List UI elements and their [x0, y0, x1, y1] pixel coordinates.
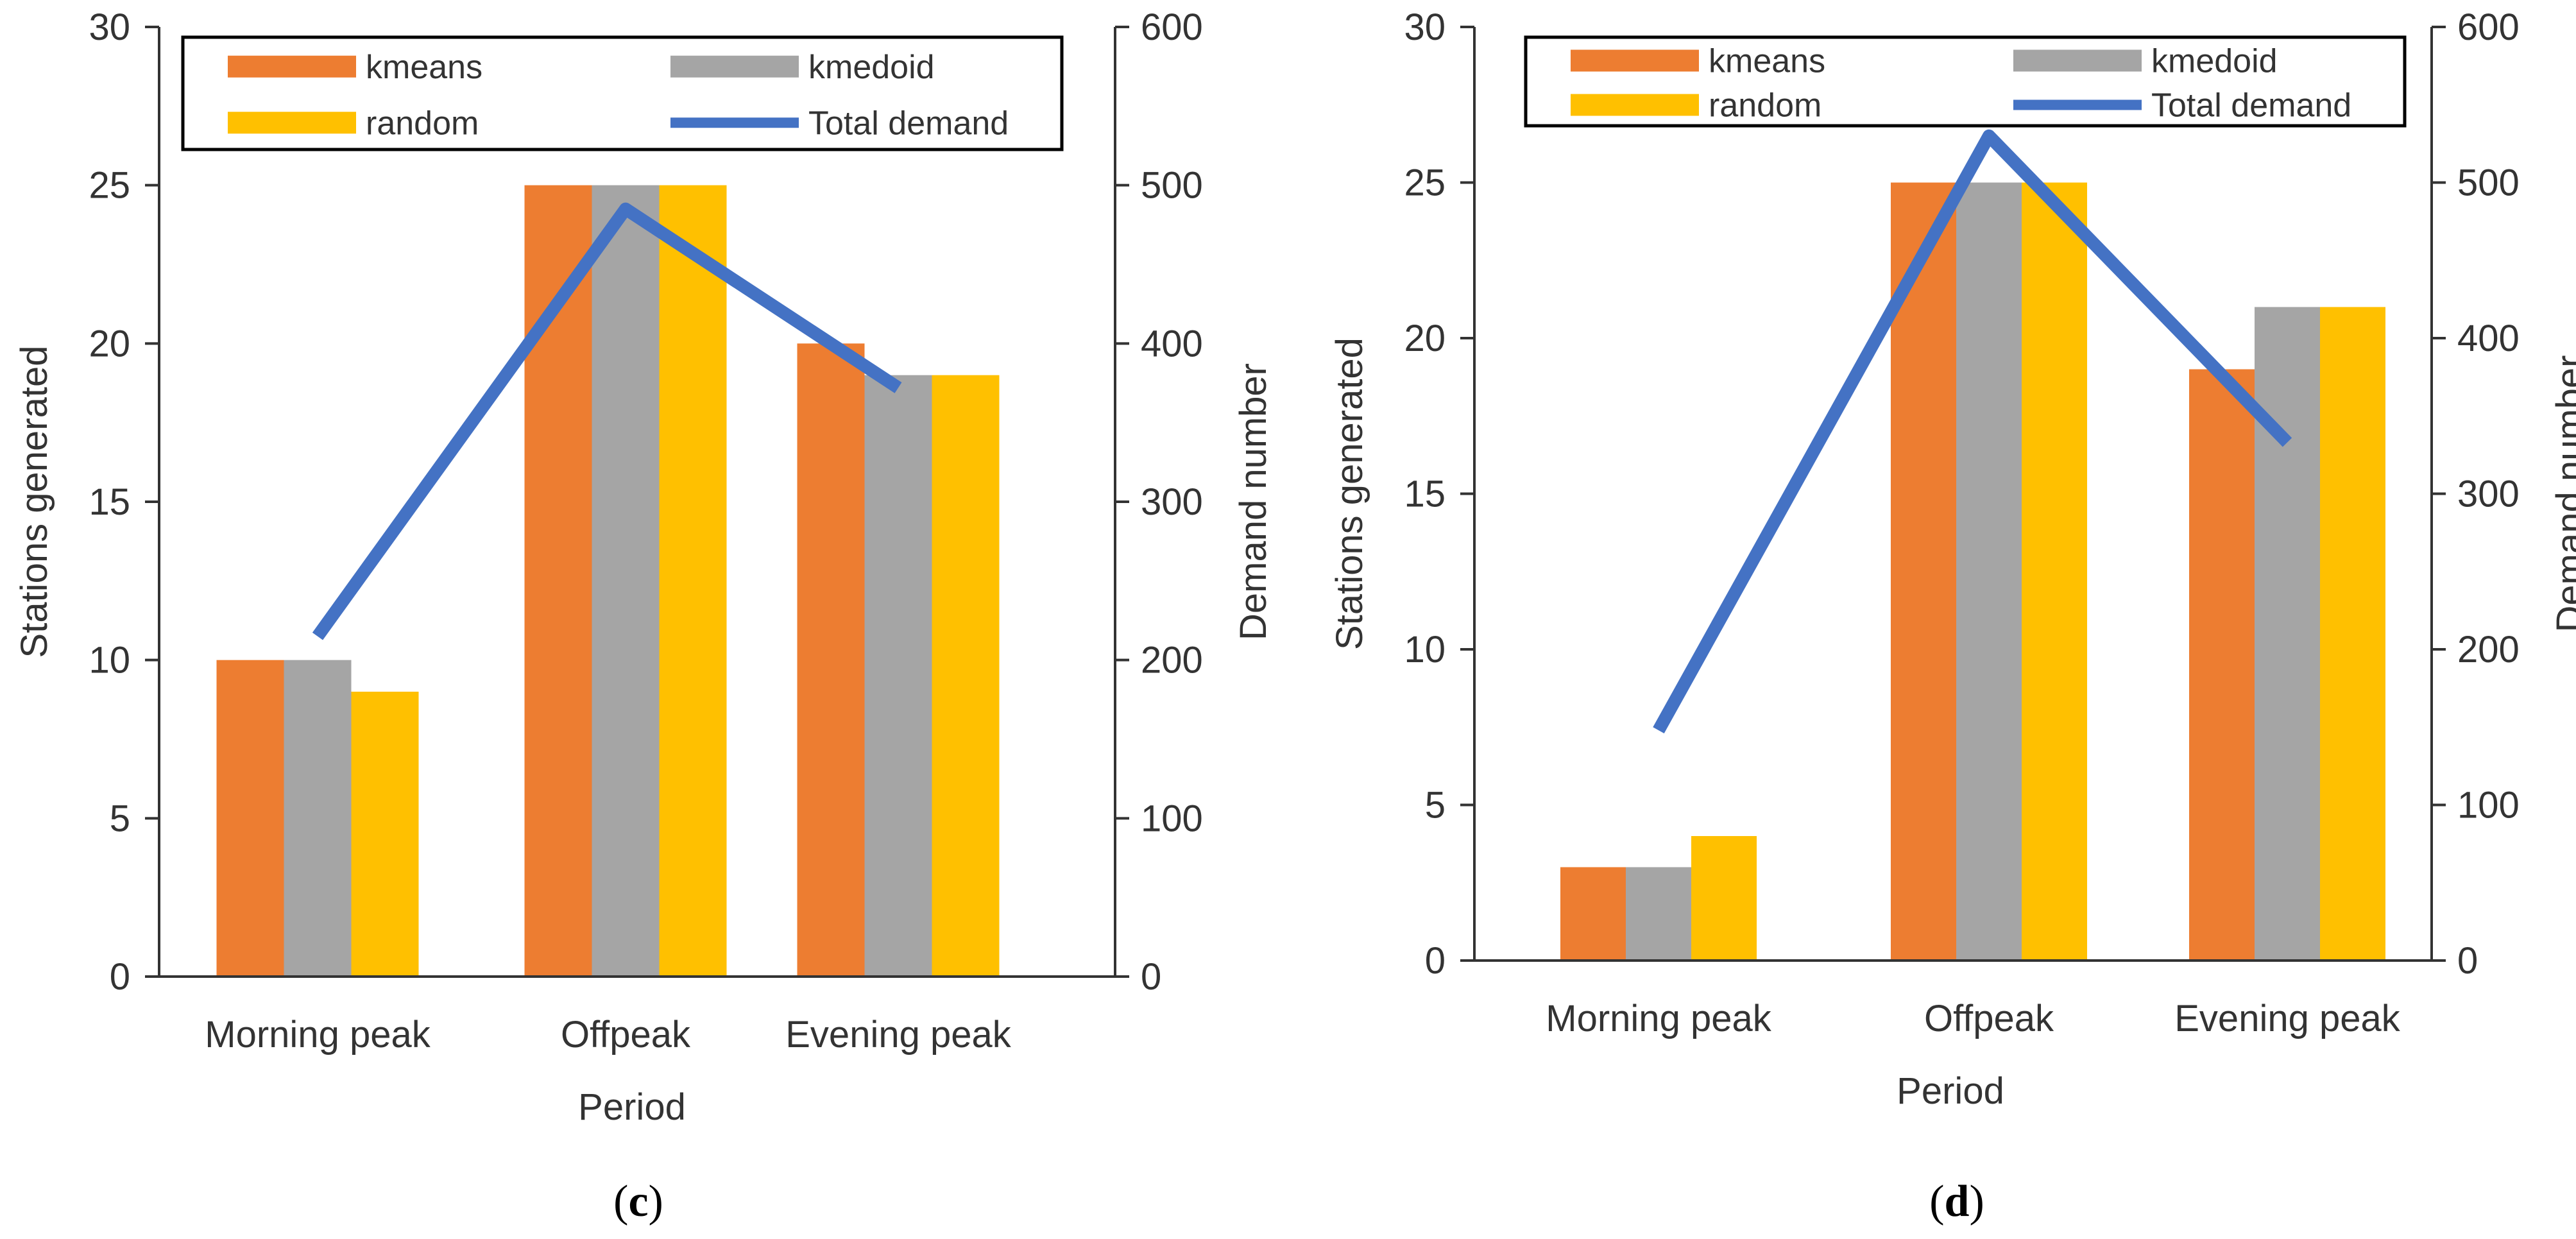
x-tick-label: Evening peak [785, 1014, 1011, 1055]
bar-kmeans-1 [524, 185, 592, 977]
y-tick-label-left: 0 [1425, 940, 1446, 982]
line-total-demand [312, 202, 902, 640]
legend-label-random: random [1709, 87, 1821, 124]
y-tick-label-left: 20 [89, 323, 130, 364]
y-tick-label-right: 0 [2457, 940, 2478, 982]
legend-label-kmedoid: kmedoid [808, 49, 935, 86]
legend-swatch-kmedoid [670, 55, 799, 78]
caption-paren-open: ( [613, 1177, 628, 1226]
legend-label-kmeans: kmeans [1709, 43, 1825, 80]
y-tick-label-right: 100 [1141, 798, 1203, 839]
bar-kmeans-2 [797, 343, 865, 977]
y-tick-label-right: 0 [1141, 956, 1161, 998]
caption-paren-open: ( [1929, 1177, 1944, 1226]
legend-swatch-random [1571, 94, 1699, 116]
y-tick-label-right: 500 [1141, 165, 1203, 207]
y-tick-label-right: 600 [1141, 6, 1203, 48]
y-tick-label-left: 30 [89, 6, 130, 48]
bar-kmeans-0 [1560, 867, 1626, 961]
y-axis-title-left: Stations generated [1329, 338, 1370, 650]
legend-label-kmeans: kmeans [366, 49, 482, 86]
y-axis-title-right: Demand number [1233, 363, 1274, 640]
y-tick-label-right: 100 [2457, 785, 2520, 826]
line-total-demand [1653, 129, 2292, 733]
panel-caption: (c) [613, 1177, 663, 1226]
y-tick-label-right: 400 [1141, 323, 1203, 364]
x-axis-title: Period [578, 1086, 686, 1128]
x-axis-title: Period [1897, 1070, 2004, 1112]
bar-random-1 [659, 185, 727, 977]
y-tick-label-right: 500 [2457, 162, 2520, 204]
panel-caption: (d) [1929, 1177, 1984, 1226]
y-tick-label-right: 400 [2457, 318, 2520, 359]
caption-letter: d [1945, 1177, 1970, 1226]
legend-label-kmedoid: kmedoid [2151, 43, 2278, 80]
bar-random-2 [932, 375, 1000, 977]
y-tick-label-right: 600 [2457, 6, 2520, 48]
y-tick-label-left: 20 [1404, 318, 1446, 359]
bar-random-0 [351, 692, 419, 977]
y-tick-label-right: 200 [2457, 629, 2520, 671]
y-axis-title-left: Stations generated [13, 346, 55, 658]
legend-swatch-random [228, 112, 356, 134]
legend-label-total_demand: Total demand [808, 105, 1009, 142]
y-tick-label-left: 30 [1404, 6, 1446, 48]
y-tick-label-left: 5 [110, 798, 130, 839]
y-tick-label-right: 300 [2457, 474, 2520, 515]
caption-paren-close: ) [1969, 1177, 1984, 1226]
y-tick-label-right: 200 [1141, 640, 1203, 681]
caption-letter: c [628, 1177, 648, 1226]
legend-swatch-kmedoid [2013, 49, 2142, 72]
bar-kmeans-1 [1891, 182, 1956, 961]
x-tick-label: Offpeak [1924, 998, 2054, 1039]
bar-kmedoid-1 [1956, 182, 2022, 961]
legend: kmeans kmedoid random Total demand [1524, 35, 2407, 128]
y-axis-title-right: Demand number [2549, 355, 2576, 633]
bar-random-1 [2022, 182, 2087, 961]
bar-kmeans-2 [2189, 369, 2255, 961]
y-tick-label-right: 300 [1141, 481, 1203, 523]
x-tick-label: Morning peak [205, 1014, 431, 1055]
bar-kmedoid-2 [2255, 307, 2320, 961]
y-tick-label-left: 25 [89, 165, 130, 207]
y-tick-label-left: 25 [1404, 162, 1446, 204]
x-tick-label: Offpeak [561, 1014, 691, 1055]
legend-swatch-kmeans [1571, 49, 1699, 72]
bar-random-0 [1691, 836, 1757, 961]
x-tick-label: Morning peak [1546, 998, 1771, 1039]
bar-kmedoid-0 [284, 660, 352, 977]
bar-kmedoid-1 [592, 185, 660, 977]
y-tick-label-left: 5 [1425, 785, 1446, 826]
bar-kmeans-0 [216, 660, 284, 977]
y-tick-label-left: 15 [1404, 474, 1446, 515]
legend-label-total_demand: Total demand [2151, 87, 2351, 124]
legend: kmeans kmedoid random Total demand [181, 35, 1064, 151]
bar-random-2 [2320, 307, 2385, 961]
legend-swatch-kmeans [228, 55, 356, 78]
legend-label-random: random [366, 105, 479, 142]
y-tick-label-left: 15 [89, 481, 130, 523]
caption-paren-close: ) [649, 1177, 663, 1226]
y-tick-label-left: 10 [89, 640, 130, 681]
y-tick-label-left: 0 [110, 956, 130, 998]
bar-kmedoid-2 [864, 375, 932, 977]
bar-kmedoid-0 [1626, 867, 1691, 961]
y-tick-label-left: 10 [1404, 629, 1446, 671]
x-tick-label: Evening peak [2174, 998, 2400, 1039]
